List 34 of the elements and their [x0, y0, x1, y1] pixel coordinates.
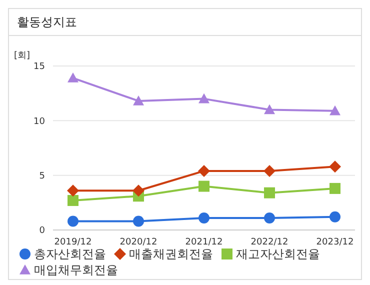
point [330, 182, 340, 194]
y-axis-title: [회] [14, 50, 30, 62]
x-tick-label: 2021/12 [185, 237, 223, 248]
point [68, 216, 78, 227]
point [133, 216, 144, 227]
point [264, 187, 275, 198]
point [198, 93, 210, 104]
legend-label: 재고자산회전율 [235, 246, 320, 262]
y-tick-label: 10 [34, 116, 46, 127]
legend-label: 매입채무회전율 [33, 262, 118, 278]
chart-title: 활동성지표 [9, 9, 361, 36]
point [67, 184, 79, 197]
y-tick-label: 15 [34, 62, 45, 72]
point [133, 95, 144, 106]
x-tick-label: 2020/12 [120, 237, 158, 248]
point [264, 164, 276, 177]
y-tick-label: 0 [39, 226, 46, 236]
y-tick-label: 5 [39, 172, 45, 182]
point [264, 212, 275, 224]
legend-label: 총자산회전율 [33, 246, 106, 262]
point [264, 104, 275, 114]
x-tick-label: 2022/12 [250, 237, 288, 248]
point [198, 180, 210, 192]
point [330, 105, 340, 116]
point [68, 72, 78, 82]
point [330, 211, 340, 222]
point [198, 164, 210, 177]
legend-label: 매출채권회전율 [128, 246, 213, 262]
point [68, 194, 78, 206]
x-tick-label: 2019/12 [54, 237, 92, 248]
point [132, 184, 144, 197]
x-tick-label: 2023/12 [316, 237, 354, 248]
point [329, 160, 341, 173]
point [198, 212, 210, 224]
